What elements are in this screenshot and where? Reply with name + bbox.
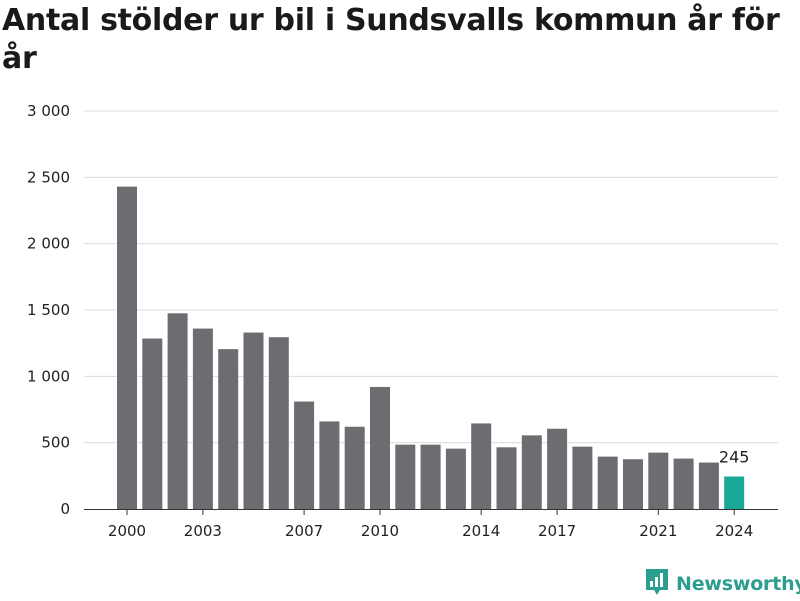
bar-2004[interactable] (218, 349, 239, 509)
bars (117, 186, 745, 509)
bar-2000[interactable] (117, 186, 137, 509)
bar-2011[interactable] (395, 444, 416, 509)
data-labels: 245 (719, 447, 750, 466)
y-tick-label: 500 (41, 434, 70, 452)
bar-2018[interactable] (572, 446, 593, 509)
x-tick-label: 2010 (361, 522, 399, 540)
bar-2024[interactable] (724, 476, 745, 509)
y-tick-label: 2 500 (27, 168, 70, 186)
x-tick-label: 2017 (538, 522, 576, 540)
x-tick-label: 2024 (715, 522, 753, 540)
bar-2021[interactable] (648, 452, 669, 509)
bar-2012[interactable] (420, 444, 441, 509)
y-axis-ticks: 0 500 1 000 1 500 2 000 2 500 3 000 (27, 102, 70, 518)
bar-2002[interactable] (167, 313, 188, 509)
data-label-2024: 245 (719, 447, 750, 466)
y-tick-label: 0 (60, 500, 70, 518)
x-tick-label: 2021 (639, 522, 677, 540)
x-tick-label: 2003 (184, 522, 222, 540)
bar-2022[interactable] (673, 458, 694, 509)
chart-title: Antal stölder ur bil i Sundsvalls kommun… (2, 3, 780, 76)
bar-2006[interactable] (268, 337, 289, 509)
x-tick-label: 2014 (462, 522, 500, 540)
bar-2017[interactable] (547, 428, 568, 509)
bar-2020[interactable] (623, 459, 643, 509)
x-axis-ticks: 2000 2003 2007 2010 2014 2017 2021 2024 (108, 509, 753, 540)
bar-2019[interactable] (597, 456, 618, 509)
bar-2015[interactable] (496, 447, 517, 509)
bar-2008[interactable] (319, 421, 340, 509)
bar-2014[interactable] (471, 423, 492, 509)
bar-2010[interactable] (370, 386, 390, 509)
y-tick-label: 2 000 (27, 235, 70, 253)
bar-2023[interactable] (698, 462, 719, 509)
brand-name: Newsworthy (676, 573, 800, 595)
bar-2009[interactable] (344, 426, 365, 509)
y-tick-label: 1 000 (27, 367, 70, 385)
x-tick-label: 2007 (285, 522, 323, 540)
bar-2005[interactable] (243, 332, 264, 509)
bar-2016[interactable] (521, 435, 542, 509)
x-tick-label: 2000 (108, 522, 146, 540)
bar-2001[interactable] (142, 338, 163, 509)
newsworthy-logo[interactable]: Newsworthy (644, 568, 800, 600)
y-tick-label: 1 500 (27, 301, 70, 319)
y-tick-label: 3 000 (27, 102, 70, 120)
bar-2007[interactable] (294, 401, 315, 509)
bar-2013[interactable] (445, 448, 466, 509)
bar-2003[interactable] (192, 328, 213, 509)
gridlines (84, 110, 778, 444)
bar-chart-speech-bubble-icon (644, 567, 670, 601)
